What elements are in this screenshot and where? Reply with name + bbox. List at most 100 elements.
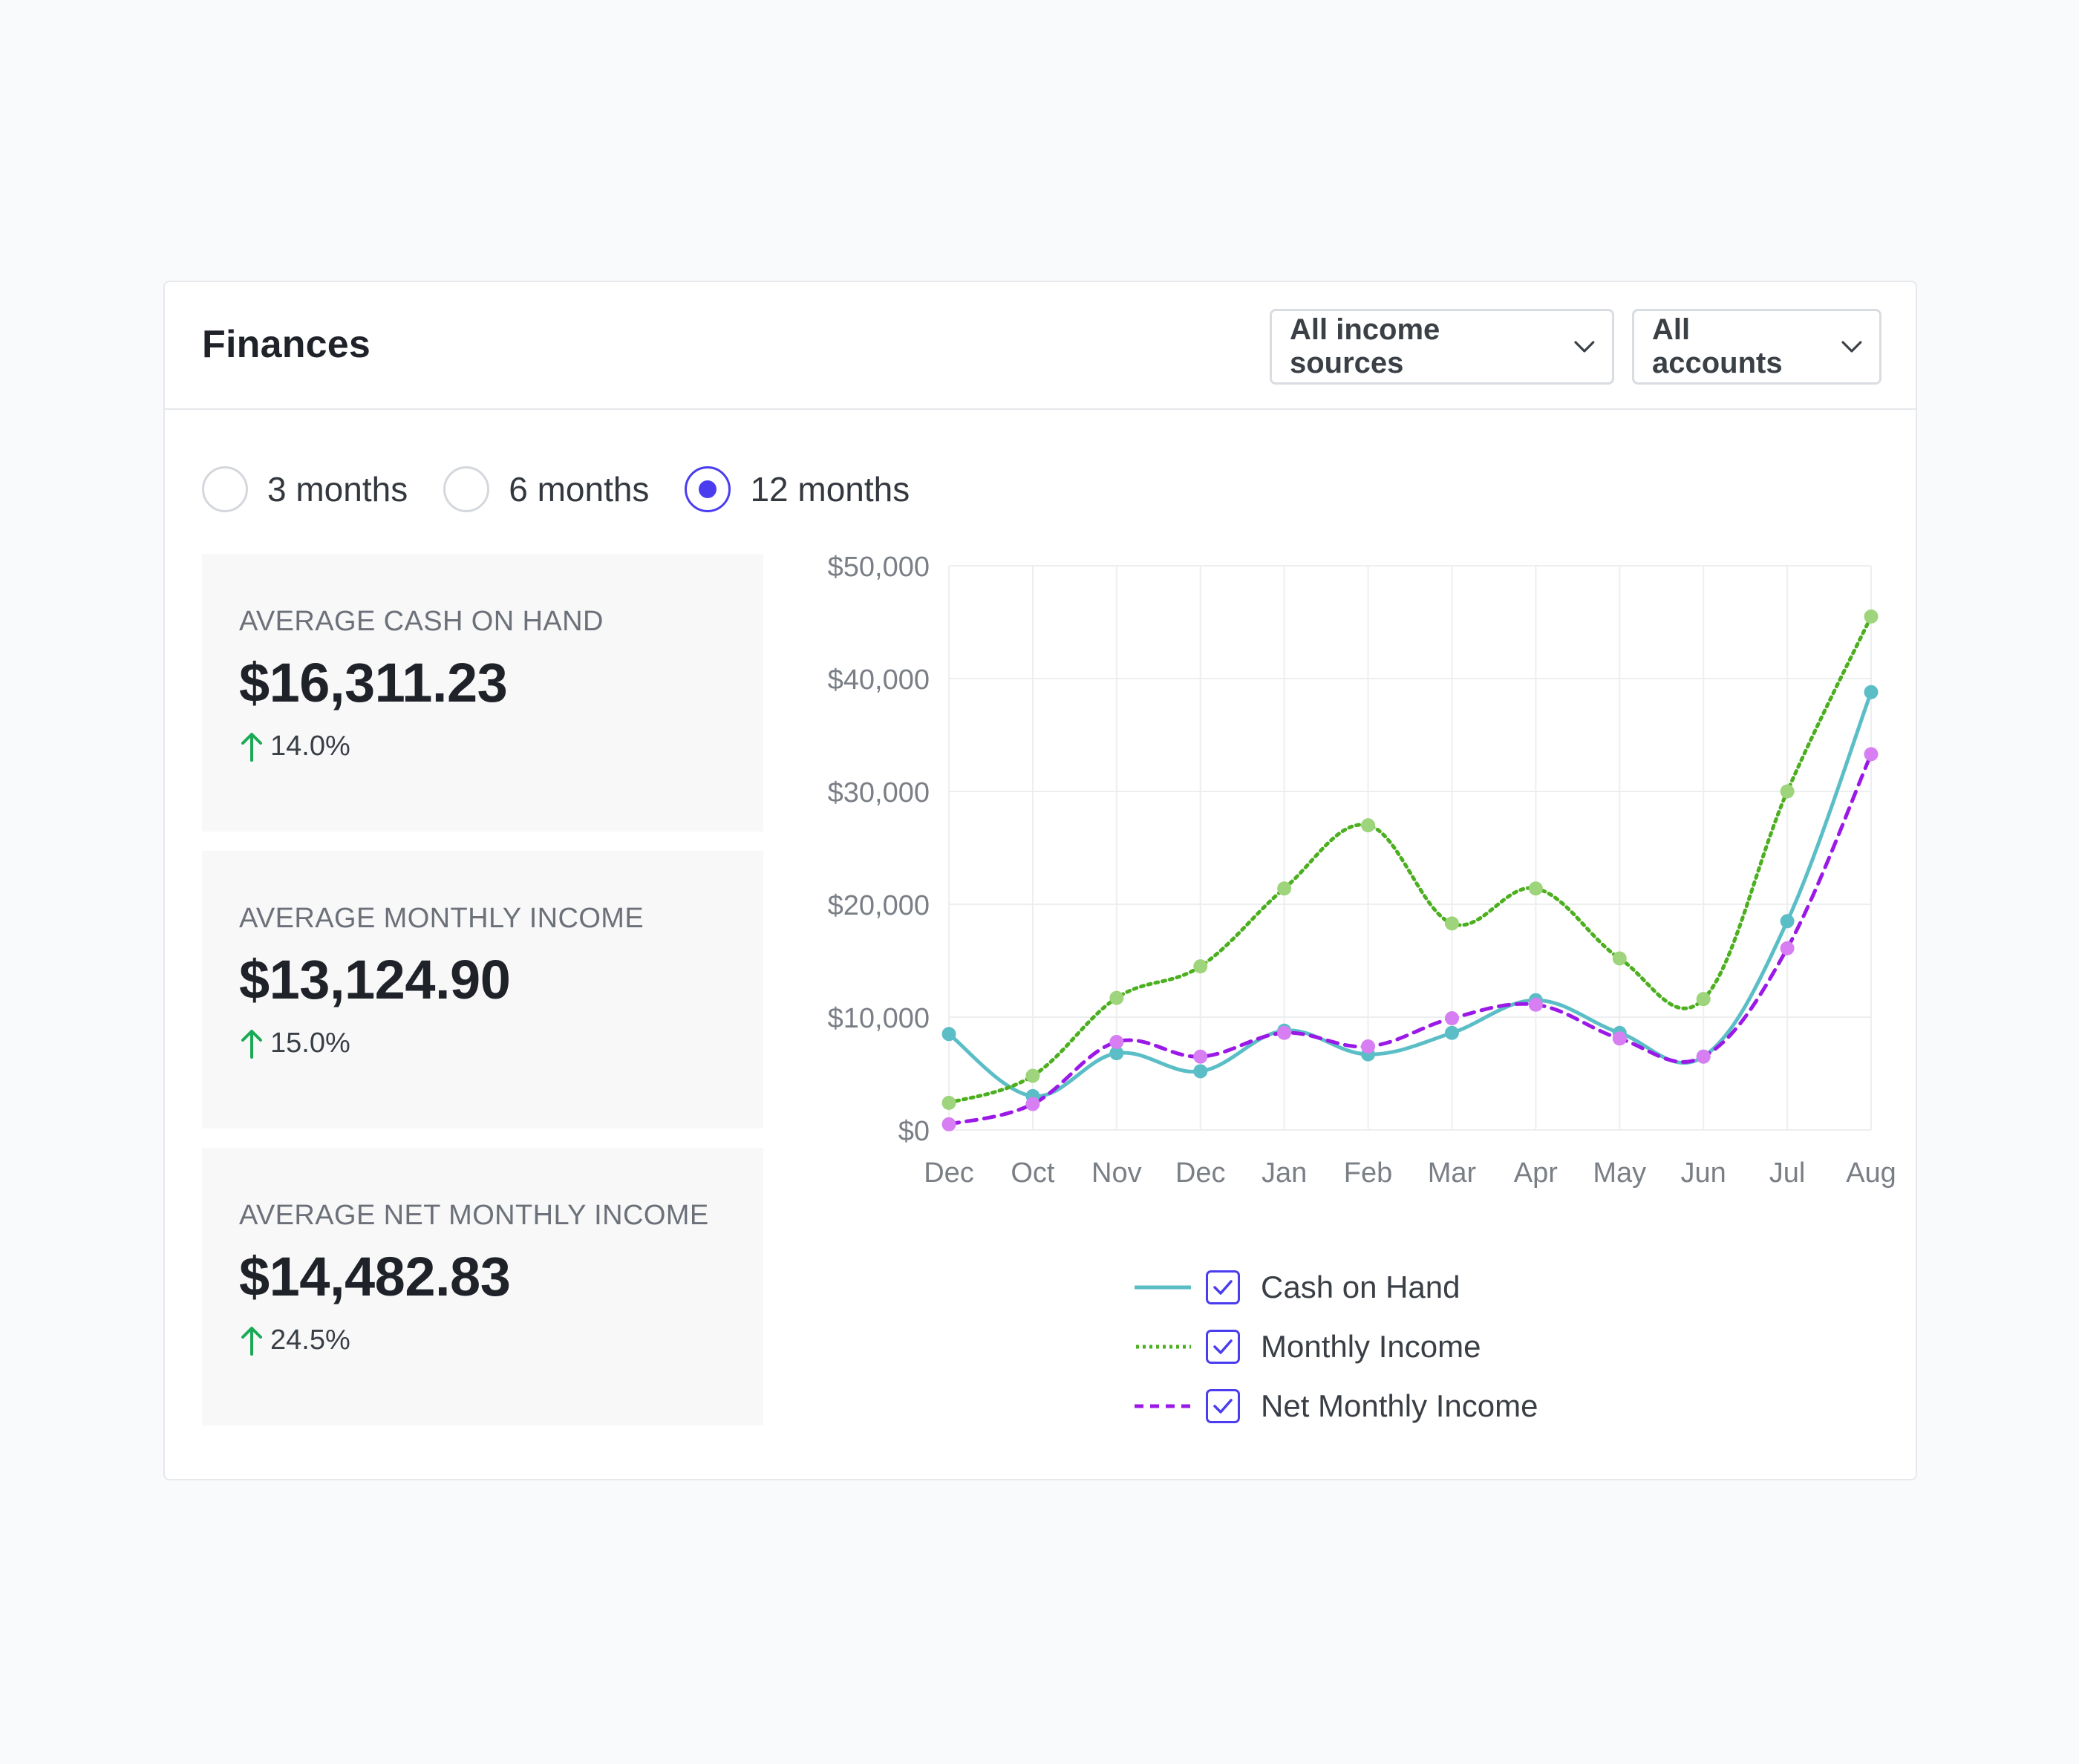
arrow-up-icon [241,1326,262,1356]
data-point [1444,916,1459,931]
legend-swatch-dashed [1135,1404,1191,1408]
income-sources-dropdown-label: All income sources [1290,313,1440,379]
stat-change-value: 14.0% [270,731,350,762]
check-icon [1213,1280,1233,1295]
legend-swatch-dotted [1136,1345,1191,1349]
data-point [1109,990,1124,1005]
check-icon [1213,1339,1233,1354]
arrow-up-icon [241,732,262,762]
data-point [1528,881,1543,896]
data-point [1109,1046,1124,1061]
y-axis-tick-label: $10,000 [828,1003,930,1034]
data-point [1696,1049,1711,1064]
data-point [1109,1034,1124,1049]
y-axis-tick-label: $40,000 [828,664,930,696]
stat-card-net-monthly-income: AVERAGE NET MONTHLY INCOME $14,482.83 24… [202,1148,763,1425]
data-point [1864,685,1879,699]
accounts-dropdown[interactable]: All accounts [1632,309,1881,385]
checkbox-checked[interactable] [1206,1389,1240,1423]
stat-card-cash-on-hand: AVERAGE CASH ON HAND $16,311.23 14.0% [202,554,763,832]
data-point [1780,914,1795,929]
checkbox-checked[interactable] [1206,1330,1240,1364]
finances-card: Finances All income sources All accounts… [163,281,1917,1480]
x-axis-tick-label: Aug [1846,1157,1896,1189]
period-option-label: 12 months [750,470,910,509]
series-line-cash-on-hand [947,690,1873,1098]
data-point [941,1027,956,1042]
stat-change: 15.0% [239,1028,763,1059]
legend-item-net-monthly-income[interactable]: Net Monthly Income [1135,1376,1538,1436]
x-axis-tick-label: Mar [1428,1157,1477,1189]
data-point [1277,1025,1292,1040]
data-point [941,1117,956,1131]
finances-line-chart: $0 $10,000 $20,000 $30,000 $40,000 $50,000 Dec… [828,552,1896,1189]
radio-button[interactable] [443,466,490,512]
x-axis-tick-label: Apr [1514,1157,1558,1189]
data-point [1780,784,1795,799]
y-axis-tick-label: $30,000 [828,777,930,808]
income-sources-dropdown[interactable]: All income sources [1270,309,1614,385]
data-point [1612,951,1627,966]
x-axis-tick-label: Jun [1681,1157,1726,1189]
data-point [1025,1097,1040,1111]
x-axis-tick-label: Oct [1011,1157,1055,1189]
period-option-label: 3 months [267,470,408,509]
stat-label: AVERAGE CASH ON HAND [239,606,604,637]
radio-button-selected[interactable] [685,466,731,512]
period-option-12-months[interactable]: 12 months [685,466,910,512]
stat-change-value: 15.0% [270,1028,350,1059]
y-axis-tick-label: $0 [898,1116,930,1147]
legend-item-cash-on-hand[interactable]: Cash on Hand [1135,1258,1538,1317]
data-point [1864,747,1879,762]
card-title: Finances [202,323,371,366]
x-axis-tick-label: Jan [1262,1157,1307,1189]
stat-value: $13,124.90 [239,949,511,1010]
stat-label: AVERAGE MONTHLY INCOME [239,903,644,934]
accounts-dropdown-label: All accounts [1652,313,1783,379]
x-axis-tick-label: Dec [1175,1157,1226,1189]
data-point [1864,609,1879,624]
data-point [1696,992,1711,1007]
period-radio-group: 3 months 6 months 12 months [202,465,945,514]
radio-button[interactable] [202,466,248,512]
y-axis-tick-label: $50,000 [828,552,930,583]
stat-change: 24.5% [239,1324,763,1356]
legend-item-monthly-income[interactable]: Monthly Income [1135,1317,1538,1376]
data-point [1277,881,1292,896]
data-point [1193,1049,1208,1064]
x-axis-tick-label: Dec [924,1157,974,1189]
checkbox-checked[interactable] [1206,1270,1240,1304]
legend-label: Cash on Hand [1261,1270,1460,1304]
card-header: Finances All income sources All accounts [165,282,1916,410]
data-point [1025,1068,1040,1083]
data-point [941,1096,956,1111]
period-option-6-months[interactable]: 6 months [443,466,649,512]
period-option-label: 6 months [509,470,650,509]
y-axis-tick-label: $20,000 [828,890,930,921]
stat-value: $16,311.23 [239,652,508,713]
data-point [1780,941,1795,956]
data-point [1361,818,1376,833]
stat-card-monthly-income: AVERAGE MONTHLY INCOME $13,124.90 15.0% [202,851,763,1128]
stat-change: 14.0% [239,731,763,762]
arrow-up-icon [241,1029,262,1059]
chevron-down-icon [1574,341,1595,353]
data-point [1528,997,1543,1012]
x-axis-tick-label: May [1593,1157,1646,1189]
stat-value: $14,482.83 [239,1246,511,1307]
data-point [1193,1064,1208,1079]
data-point [1444,1025,1459,1040]
chart-legend: Cash on Hand Monthly Income Net Mont [1135,1258,1538,1436]
stat-change-value: 24.5% [270,1324,350,1356]
legend-label: Net Monthly Income [1261,1388,1538,1423]
data-point [1444,1011,1459,1026]
x-axis-tick-label: Jul [1769,1157,1806,1189]
stat-label: AVERAGE NET MONTHLY INCOME [239,1200,709,1231]
legend-swatch-solid [1135,1285,1191,1290]
chevron-down-icon [1841,341,1862,353]
x-axis-tick-label: Nov [1091,1157,1142,1189]
period-option-3-months[interactable]: 3 months [202,466,408,512]
legend-label: Monthly Income [1261,1329,1481,1364]
data-point [1361,1039,1376,1054]
data-point [1612,1031,1627,1046]
